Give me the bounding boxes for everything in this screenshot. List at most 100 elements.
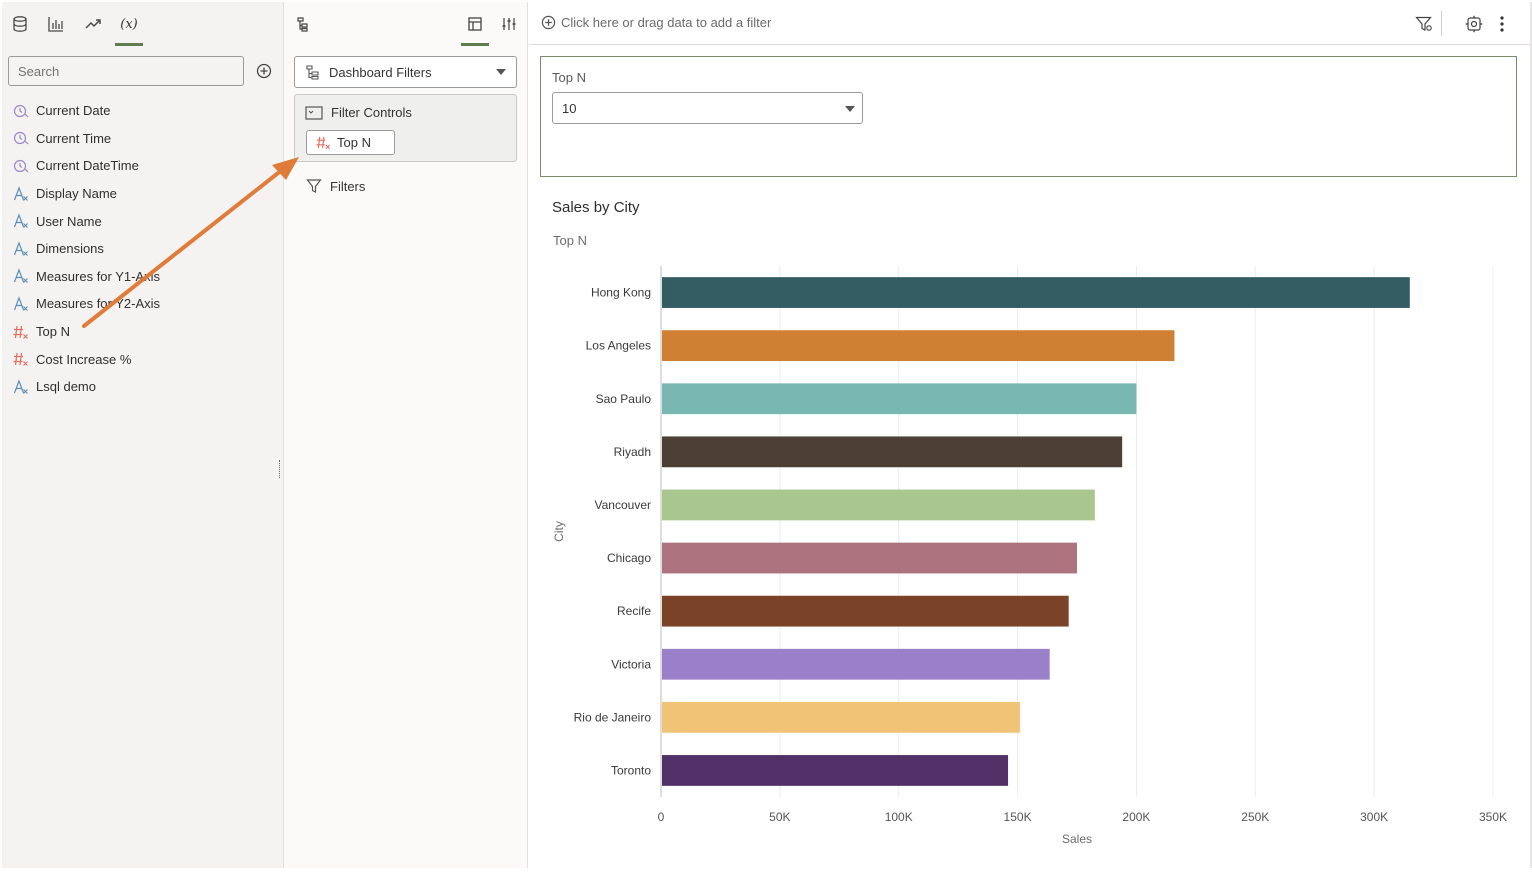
variable-label: Cost Increase % — [36, 351, 132, 367]
bar[interactable] — [662, 755, 1009, 786]
top-n-filter-chip[interactable]: Top N — [306, 130, 395, 155]
chart-title: Sales by City — [552, 199, 640, 216]
layout-icon — [468, 17, 482, 31]
bar[interactable] — [662, 595, 1069, 627]
variable-item-current-datetime[interactable]: Current DateTime — [12, 152, 272, 180]
variable-item-measures-y1[interactable]: Measures for Y1-Axis — [12, 263, 272, 291]
numeric-variable-icon — [12, 323, 30, 341]
variable-label: Current Date — [36, 103, 111, 119]
numeric-variable-icon — [12, 350, 30, 368]
x-tick-label: 100K — [885, 810, 913, 824]
canvas-scrollbar[interactable] — [1530, 2, 1532, 868]
layout-tab[interactable] — [461, 10, 489, 46]
numeric-variable-icon — [316, 136, 330, 149]
panel-tabbar: (x) — [2, 2, 284, 46]
variable-item-user-name[interactable]: User Name — [12, 207, 272, 235]
canvas: Click here or drag data to add a filter … — [529, 2, 1530, 868]
bar-chart-icon — [48, 17, 63, 32]
clock-icon — [12, 157, 30, 175]
kebab-menu-icon — [1500, 16, 1504, 32]
x-tick-label: 200K — [1122, 810, 1150, 824]
variable-item-top-n[interactable]: Top N — [12, 318, 272, 346]
variable-label: Lsql demo — [36, 379, 96, 395]
filter-controls-group[interactable]: Filter Controls Top N — [294, 94, 517, 162]
chevron-down-icon — [496, 69, 506, 75]
y-category-label: Riyadh — [614, 445, 651, 459]
text-variable-icon — [12, 378, 30, 396]
filter-settings-button[interactable] — [1413, 13, 1435, 35]
variable-label: Measures for Y2-Axis — [36, 296, 161, 312]
filter-settings-icon — [1415, 16, 1432, 31]
chart-subtitle: Top N — [553, 233, 587, 248]
dashboard-filters-label: Dashboard Filters — [329, 64, 432, 80]
analytics-tab[interactable] — [79, 10, 107, 38]
text-variable-icon — [12, 295, 30, 313]
variable-item-cost-increase[interactable]: Cost Increase % — [12, 345, 272, 373]
toolbar-divider — [1441, 11, 1442, 36]
top-n-value-select[interactable]: 10 — [552, 92, 863, 124]
x-tick-label: 350K — [1479, 810, 1507, 824]
properties-tab[interactable] — [495, 10, 523, 38]
variables-tab[interactable]: (x) — [115, 10, 143, 46]
x-tick-label: 250K — [1241, 810, 1269, 824]
data-tab[interactable] — [6, 10, 34, 38]
top-n-chip-label: Top N — [337, 135, 371, 150]
tree-view-tab[interactable] — [290, 10, 318, 38]
gear-icon — [1465, 15, 1483, 33]
filter-control-icon — [305, 105, 323, 120]
variable-icon: (x) — [120, 16, 138, 32]
y-category-label: Rio de Janeiro — [574, 710, 652, 724]
visualizations-tab[interactable] — [42, 10, 70, 38]
settings-button[interactable] — [1463, 13, 1485, 35]
variable-label: Display Name — [36, 186, 117, 202]
bar[interactable] — [662, 436, 1123, 468]
x-tick-label: 150K — [1004, 810, 1032, 824]
more-options-button[interactable] — [1491, 13, 1513, 35]
variable-label: Dimensions — [36, 241, 104, 257]
dashboard-filters-select[interactable]: Dashboard Filters — [294, 56, 517, 88]
search-input[interactable] — [8, 56, 244, 86]
add-filter-drop-zone[interactable]: Click here or drag data to add a filter — [541, 15, 771, 30]
top-n-filter-visualization[interactable]: Top N 10 — [540, 56, 1517, 177]
bar[interactable] — [662, 701, 1020, 733]
filter-controls-header: Filter Controls — [305, 105, 412, 120]
variable-item-display-name[interactable]: Display Name — [12, 180, 272, 208]
text-variable-icon — [12, 185, 30, 203]
add-calculation-button[interactable] — [254, 61, 274, 81]
variable-item-lsql-demo[interactable]: Lsql demo — [12, 373, 272, 401]
y-category-label: Victoria — [611, 657, 651, 671]
plus-circle-icon — [541, 15, 556, 30]
bar[interactable] — [662, 489, 1095, 521]
trend-line-icon — [85, 19, 101, 29]
filter-bar[interactable]: Click here or drag data to add a filter — [529, 2, 1530, 45]
text-variable-icon — [12, 240, 30, 258]
clock-icon — [12, 129, 30, 147]
y-axis-title: City — [552, 521, 566, 542]
variable-item-measures-y2[interactable]: Measures for Y2-Axis — [12, 290, 272, 318]
filters-panel: Dashboard Filters Filter Controls Top N … — [284, 2, 528, 868]
bar[interactable] — [662, 383, 1137, 415]
bar[interactable] — [662, 277, 1410, 308]
y-category-label: Sao Paulo — [596, 392, 652, 406]
variable-label: Current DateTime — [36, 158, 139, 174]
filters-node[interactable]: Filters — [306, 178, 365, 194]
variable-item-current-time[interactable]: Current Time — [12, 125, 272, 153]
variable-list: Current Date Current Time Current DateTi… — [12, 97, 272, 401]
variable-label: Top N — [36, 324, 70, 340]
bar[interactable] — [662, 330, 1175, 362]
chevron-down-icon — [845, 106, 855, 112]
x-tick-label: 300K — [1360, 810, 1388, 824]
sales-by-city-chart[interactable]: 0 50K 100K 150K 200K 250K 300K 350K Hong Kong Los… — [529, 2, 1530, 868]
variable-item-dimensions[interactable]: Dimensions — [12, 235, 272, 263]
y-category-label: Vancouver — [595, 498, 651, 512]
variable-label: Measures for Y1-Axis — [36, 268, 161, 284]
bar[interactable] — [662, 542, 1077, 574]
x-tick-label: 0 — [658, 810, 665, 824]
bar[interactable] — [662, 648, 1050, 680]
text-variable-icon — [12, 212, 30, 230]
variable-item-current-date[interactable]: Current Date — [12, 97, 272, 125]
database-icon — [13, 16, 27, 32]
sliders-icon — [502, 18, 516, 30]
panel-resize-handle[interactable] — [279, 460, 282, 478]
y-category-label: Recife — [617, 604, 651, 618]
